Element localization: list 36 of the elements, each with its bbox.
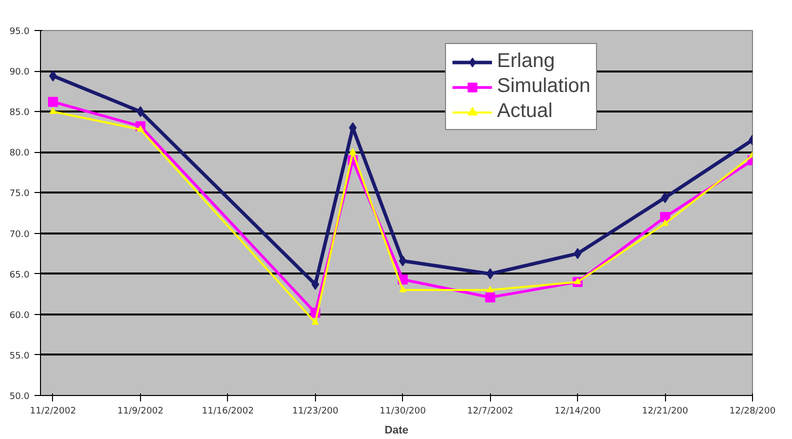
- point: [48, 96, 58, 107]
- y-tick-label: 95.0: [9, 27, 30, 37]
- x-tick-label: 11/2/2002: [30, 406, 76, 416]
- x-tick-label: 12/28/200: [729, 406, 776, 416]
- x-axis-title: Date: [384, 424, 408, 436]
- point: [349, 148, 356, 154]
- x-tick-label: 12/14/200: [554, 406, 601, 416]
- y-tick-label: 65.0: [9, 270, 30, 280]
- point: [485, 292, 496, 302]
- point: [49, 108, 56, 114]
- x-tick-label: 12/21/200: [642, 406, 688, 416]
- legend-label: Actual: [497, 100, 553, 123]
- y-tick-label: 90.0: [9, 68, 30, 78]
- legend-label: Erlang: [497, 50, 555, 73]
- y-tick-label: 55.0: [9, 351, 30, 362]
- y-tick-label: 85.0: [9, 108, 30, 118]
- point: [311, 278, 320, 290]
- y-tick-label: 80.0: [9, 148, 30, 159]
- point: [486, 286, 494, 292]
- x-tick-label: 11/16/2002: [202, 406, 254, 416]
- point: [574, 278, 582, 284]
- x-tick-label: 11/23/200: [292, 406, 339, 416]
- point: [136, 125, 144, 132]
- point: [399, 286, 406, 292]
- y-tick-label: 50.0: [9, 392, 30, 402]
- point: [662, 220, 669, 226]
- y-tick-label: 60.0: [9, 310, 30, 321]
- point: [398, 255, 407, 266]
- x-tick-label: 11/30/200: [380, 406, 426, 416]
- y-tick-label: 70.0: [9, 230, 30, 240]
- x-tick-label: 12/7/2002: [467, 406, 514, 416]
- x-tick-label: 11/9/2002: [117, 406, 164, 416]
- point: [486, 268, 494, 280]
- legend-label: Simulation: [497, 75, 590, 98]
- y-tick-label: 75.0: [9, 189, 30, 200]
- point: [312, 318, 319, 325]
